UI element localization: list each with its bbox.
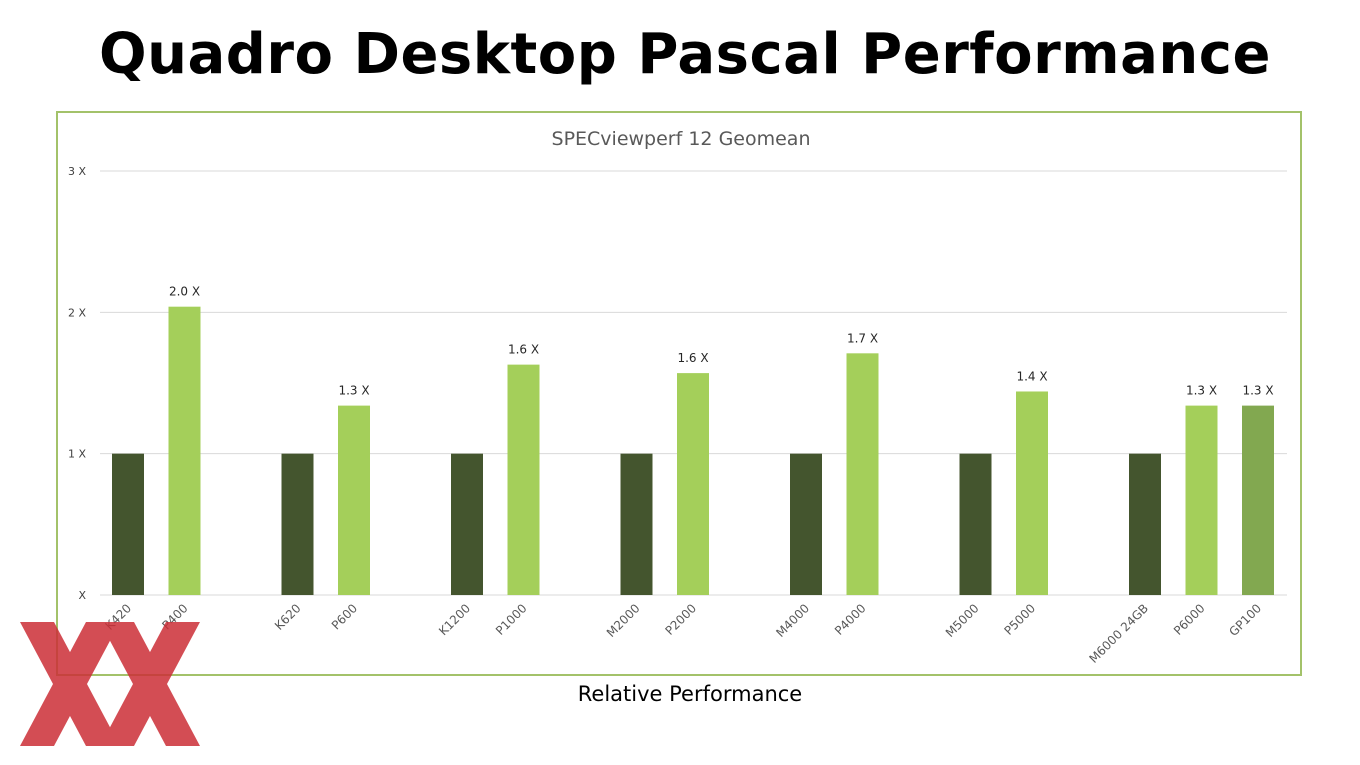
bars	[112, 306, 1274, 595]
bar-k1200	[451, 453, 483, 595]
bar-m6000-24gb	[1129, 453, 1161, 595]
data-label: 2.0 X	[169, 285, 200, 299]
category-label: K620	[272, 601, 304, 633]
category-label: M6000 24GB	[1086, 601, 1151, 666]
bar-k620	[281, 453, 314, 595]
bar-m4000	[790, 453, 822, 595]
bar-m5000	[959, 453, 992, 595]
data-label: 1.6 X	[508, 343, 539, 357]
slide-title: Quadro Desktop Pascal Performance	[99, 22, 1271, 87]
bar-p4000	[846, 353, 879, 595]
y-tick-label: X	[78, 589, 86, 602]
category-label: P5000	[1002, 601, 1039, 638]
bar-p400	[168, 306, 201, 595]
category-label: P6000	[1171, 601, 1208, 638]
data-label: 1.3 X	[1242, 384, 1273, 398]
data-label: 1.4 X	[1016, 369, 1047, 383]
bar-p1000	[507, 364, 540, 595]
xx-watermark-logo	[20, 622, 200, 746]
bar-m2000	[620, 453, 653, 595]
y-tick-label: 3 X	[68, 165, 86, 178]
bar-p6000	[1185, 405, 1218, 595]
category-label: P1000	[493, 601, 530, 638]
category-label: M5000	[943, 601, 982, 640]
category-label: GP100	[1226, 601, 1264, 639]
bar-gp100	[1242, 405, 1274, 595]
y-tick-label: 2 X	[68, 306, 86, 319]
category-label: P4000	[832, 601, 869, 638]
relative-performance-label: Relative Performance	[577, 682, 803, 706]
chart-frame: SPECviewperf 12 Geomean X 1 X 2 X 3 X 2.0 X…	[56, 111, 1302, 676]
bar-chart: SPECviewperf 12 Geomean X 1 X 2 X 3 X 2.0 X…	[68, 128, 1287, 666]
y-tick-label: 1 X	[68, 448, 86, 461]
category-labels: K420 P400 K620 P600 K1200 P1000 M2000 P2000 M400…	[102, 601, 1264, 666]
data-label: 1.7 X	[847, 331, 878, 345]
category-label: K1200	[436, 601, 473, 638]
data-label: 1.6 X	[677, 351, 708, 365]
category-label: M2000	[604, 601, 643, 640]
category-label: P600	[329, 601, 360, 632]
data-label: 1.3 X	[1186, 384, 1217, 398]
category-label: P2000	[663, 601, 700, 638]
bar-k420	[112, 453, 144, 595]
data-label: 1.3 X	[338, 384, 369, 398]
data-labels: 2.0 X 1.3 X 1.6 X 1.6 X 1.7 X 1.4 X 1.3 X 1.3 X	[169, 285, 1274, 398]
chart-title: SPECviewperf 12 Geomean	[552, 128, 811, 150]
bar-p5000	[1016, 391, 1048, 595]
bar-p600	[338, 405, 370, 595]
category-label: M4000	[773, 601, 812, 640]
bar-p2000	[677, 373, 709, 595]
